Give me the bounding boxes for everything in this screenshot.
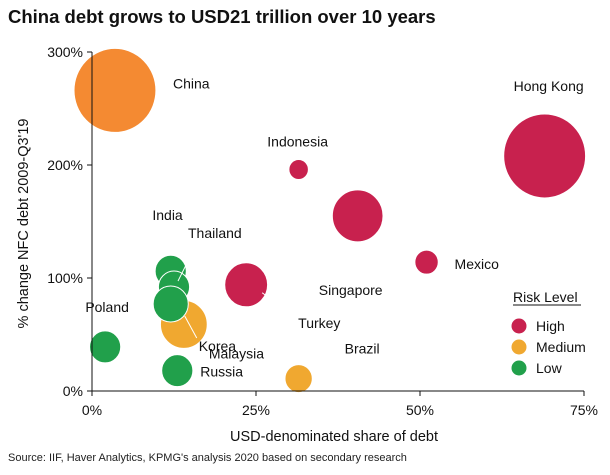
legend-title: Risk Level — [513, 289, 578, 305]
label-singapore: Singapore — [319, 282, 383, 298]
label-russia: Russia — [200, 364, 243, 380]
leader-line-brazil — [302, 352, 339, 366]
legend-marker-low — [511, 360, 527, 376]
legend-marker-high — [511, 318, 527, 334]
label-indonesia: Indonesia — [267, 134, 328, 150]
x-tick-label: 75% — [570, 402, 598, 418]
bubble-brazil — [284, 364, 313, 394]
bubble-poland — [89, 330, 122, 364]
label-hong-kong: Hong Kong — [514, 78, 584, 94]
bubble-indonesia — [288, 159, 309, 181]
source-note: Source: IIF, Haver Analytics, KPMG's ana… — [8, 452, 407, 464]
leader-line-korea — [184, 315, 198, 339]
leader-line-turkey — [261, 292, 295, 318]
bubble-hong-kong — [503, 113, 587, 199]
x-tick-label: 0% — [82, 402, 102, 418]
y-tick-label: 0% — [63, 383, 83, 399]
label-turkey: Turkey — [298, 315, 340, 331]
bubble-singapore — [331, 189, 384, 243]
label-thailand: Thailand — [188, 225, 242, 241]
legend-label-medium: Medium — [536, 339, 586, 355]
label-india: India — [152, 207, 183, 223]
y-tick-label: 100% — [47, 270, 83, 286]
label-china: China — [173, 75, 210, 91]
y-axis-title: % change NFC debt 2009-Q3'19 — [16, 119, 32, 329]
leader-line-singapore — [351, 257, 359, 278]
bubble-china — [73, 47, 157, 133]
y-tick-label: 300% — [47, 44, 83, 60]
bubble-turkey — [224, 262, 269, 308]
legend-label-high: High — [536, 318, 565, 334]
leader-line-india — [168, 223, 174, 254]
x-tick-label: 25% — [242, 402, 270, 418]
bubble-korea — [152, 285, 189, 323]
bubble-mexico — [414, 249, 439, 275]
label-brazil: Brazil — [345, 341, 380, 357]
label-poland: Poland — [85, 299, 129, 315]
label-malaysia: Malaysia — [209, 345, 264, 361]
chart-title: China debt grows to USD21 trillion over … — [8, 6, 436, 27]
leader-line-thailand — [177, 236, 201, 282]
legend-marker-medium — [511, 339, 527, 355]
label-mexico: Mexico — [455, 256, 500, 272]
label-korea: Korea — [199, 338, 237, 354]
x-tick-label: 50% — [406, 402, 434, 418]
y-tick-label: 200% — [47, 157, 83, 173]
bubble-russia — [161, 354, 194, 388]
legend-label-low: Low — [536, 360, 563, 376]
x-axis-title: USD-denominated share of debt — [230, 429, 438, 445]
